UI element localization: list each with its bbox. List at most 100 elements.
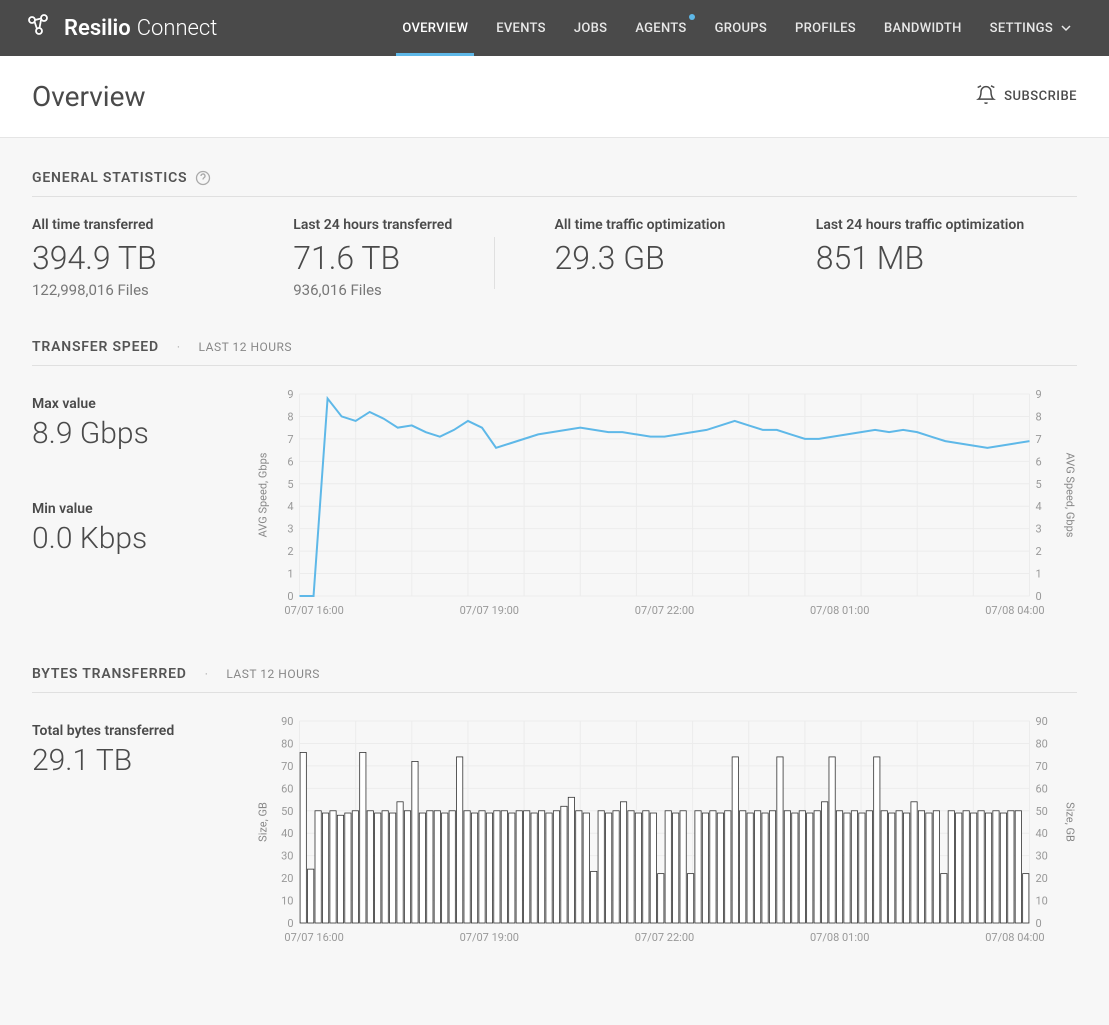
svg-text:80: 80: [1036, 737, 1048, 750]
nav-item-label: BANDWIDTH: [884, 21, 962, 36]
transfer-speed-subtitle: LAST 12 HOURS: [177, 340, 292, 354]
svg-text:AVG Speed, Gbps: AVG Speed, Gbps: [257, 452, 270, 537]
transfer-speed-header: TRANSFER SPEED LAST 12 HOURS: [32, 339, 1077, 366]
svg-text:0: 0: [1036, 917, 1042, 930]
svg-text:0: 0: [287, 590, 293, 603]
svg-text:40: 40: [1036, 827, 1048, 840]
min-value-stat: Min value 0.0 Kbps: [32, 501, 252, 556]
svg-text:07/08 01:00: 07/08 01:00: [810, 604, 869, 617]
svg-text:5: 5: [1036, 478, 1042, 491]
general-stats-header: GENERAL STATISTICS: [32, 170, 1077, 197]
svg-text:40: 40: [281, 827, 293, 840]
bytes-transferred-section: Total bytes transferred 29.1 TB 0 0 10 10 20…: [32, 713, 1077, 953]
nav-item-profiles[interactable]: PROFILES: [781, 0, 870, 56]
svg-text:2: 2: [287, 545, 293, 558]
stat-value: 71.6 TB: [293, 239, 524, 277]
stat-label: All time transferred: [32, 217, 263, 233]
stat-block: All time traffic optimization 29.3 GB: [555, 217, 816, 299]
svg-text:4: 4: [1036, 500, 1042, 513]
subscribe-label: SUBSCRIBE: [1004, 89, 1077, 104]
general-stats-title: GENERAL STATISTICS: [32, 170, 187, 186]
svg-text:07/07 16:00: 07/07 16:00: [284, 931, 343, 944]
bytes-transferred-title: BYTES TRANSFERRED: [32, 666, 187, 682]
nav-item-label: JOBS: [574, 21, 607, 36]
page-header: Overview SUBSCRIBE: [0, 56, 1109, 138]
svg-text:7: 7: [1036, 433, 1042, 446]
total-bytes-stat: Total bytes transferred 29.1 TB: [32, 723, 252, 778]
nav-item-label: AGENTS: [635, 21, 686, 36]
svg-text:70: 70: [1036, 760, 1048, 773]
stat-value: 851 MB: [816, 239, 1047, 277]
min-value-label: Min value: [32, 501, 252, 517]
chevron-down-icon: [1061, 23, 1071, 33]
nav-item-agents[interactable]: AGENTS: [621, 0, 700, 56]
nav-item-events[interactable]: EVENTS: [482, 0, 560, 56]
nav-item-groups[interactable]: GROUPS: [701, 0, 781, 56]
nav-item-overview[interactable]: OVERVIEW: [388, 0, 482, 56]
svg-text:07/08 04:00: 07/08 04:00: [985, 931, 1044, 944]
svg-text:4: 4: [287, 500, 293, 513]
svg-text:8: 8: [1036, 410, 1042, 423]
nav-item-label: PROFILES: [795, 21, 856, 36]
svg-text:20: 20: [1036, 872, 1048, 885]
svg-text:Size, GB: Size, GB: [1064, 802, 1077, 842]
svg-text:07/08 04:00: 07/08 04:00: [985, 604, 1044, 617]
svg-text:0: 0: [287, 917, 293, 930]
bytes-transferred-header: BYTES TRANSFERRED LAST 12 HOURS: [32, 666, 1077, 693]
svg-text:AVG Speed, Gbps: AVG Speed, Gbps: [1064, 453, 1077, 538]
bytes-transferred-chart: 0010102020303040405050606070708080909007…: [252, 713, 1077, 953]
svg-text:07/07 19:00: 07/07 19:00: [460, 604, 519, 617]
bytes-transferred-subtitle: LAST 12 HOURS: [205, 667, 320, 681]
svg-text:1: 1: [1036, 568, 1042, 581]
stat-detail: 122,998,016 Files: [32, 281, 263, 299]
stat-detail: 936,016 Files: [293, 281, 524, 299]
svg-text:60: 60: [281, 782, 293, 795]
page-title: Overview: [32, 80, 146, 113]
brand-logo-icon: [24, 11, 52, 45]
bytes-transferred-sidebar: Total bytes transferred 29.1 TB: [32, 713, 252, 953]
svg-text:20: 20: [281, 872, 293, 885]
brand: Resilio Connect: [24, 11, 217, 45]
nav-item-bandwidth[interactable]: BANDWIDTH: [870, 0, 976, 56]
svg-text:9: 9: [287, 388, 293, 401]
transfer-speed-chart: 0011223344556677889907/07 16:0007/07 19:…: [252, 386, 1077, 626]
stat-block: Last 24 hours transferred 71.6 TB 936,016 …: [293, 217, 554, 299]
svg-text:10: 10: [281, 895, 293, 908]
help-icon[interactable]: [195, 170, 211, 186]
max-value-stat: Max value 8.9 Gbps: [32, 396, 252, 451]
svg-text:10: 10: [1036, 895, 1048, 908]
svg-text:07/07 16:00: 07/07 16:00: [284, 604, 343, 617]
brand-name-light: Connect: [137, 16, 218, 41]
stat-block: Last 24 hours traffic optimization851 MB: [816, 217, 1077, 299]
transfer-speed-section: Max value 8.9 Gbps Min value 0.0 Kbps 00…: [32, 386, 1077, 626]
svg-text:5: 5: [287, 478, 293, 491]
svg-text:30: 30: [281, 850, 293, 863]
svg-text:90: 90: [1036, 715, 1048, 728]
svg-text:80: 80: [281, 737, 293, 750]
bell-icon: [976, 85, 1004, 109]
svg-text:6: 6: [287, 455, 293, 468]
top-navigation: Resilio Connect OVERVIEW EVENTS JOBS AGENTS…: [0, 0, 1109, 56]
subscribe-button[interactable]: SUBSCRIBE: [976, 85, 1077, 109]
stat-label: Last 24 hours transferred: [293, 217, 524, 233]
svg-text:07/08 01:00: 07/08 01:00: [810, 931, 869, 944]
svg-text:1: 1: [287, 568, 293, 581]
svg-text:Size, GB: Size, GB: [257, 802, 270, 842]
speed-chart-svg: 0011223344556677889907/07 16:0007/07 19:…: [252, 386, 1077, 626]
svg-text:8: 8: [287, 410, 293, 423]
stat-value: 29.3 GB: [555, 239, 786, 277]
svg-text:50: 50: [281, 805, 293, 818]
nav-item-settings[interactable]: SETTINGS: [976, 0, 1085, 56]
nav-item-label: EVENTS: [496, 21, 546, 36]
nav-item-label: GROUPS: [715, 21, 767, 36]
stat-label: All time traffic optimization: [555, 217, 786, 233]
svg-text:50: 50: [1036, 805, 1048, 818]
nav-item-label: OVERVIEW: [402, 21, 468, 36]
nav-item-jobs[interactable]: JOBS: [560, 0, 621, 56]
bytes-chart-svg: 0010102020303040405050606070708080909007…: [252, 713, 1077, 953]
svg-text:30: 30: [1036, 850, 1048, 863]
stats-row: All time transferred394.9 TB122,998,016 …: [32, 217, 1077, 299]
svg-text:7: 7: [287, 433, 293, 446]
svg-text:60: 60: [1036, 782, 1048, 795]
max-value: 8.9 Gbps: [32, 416, 252, 451]
